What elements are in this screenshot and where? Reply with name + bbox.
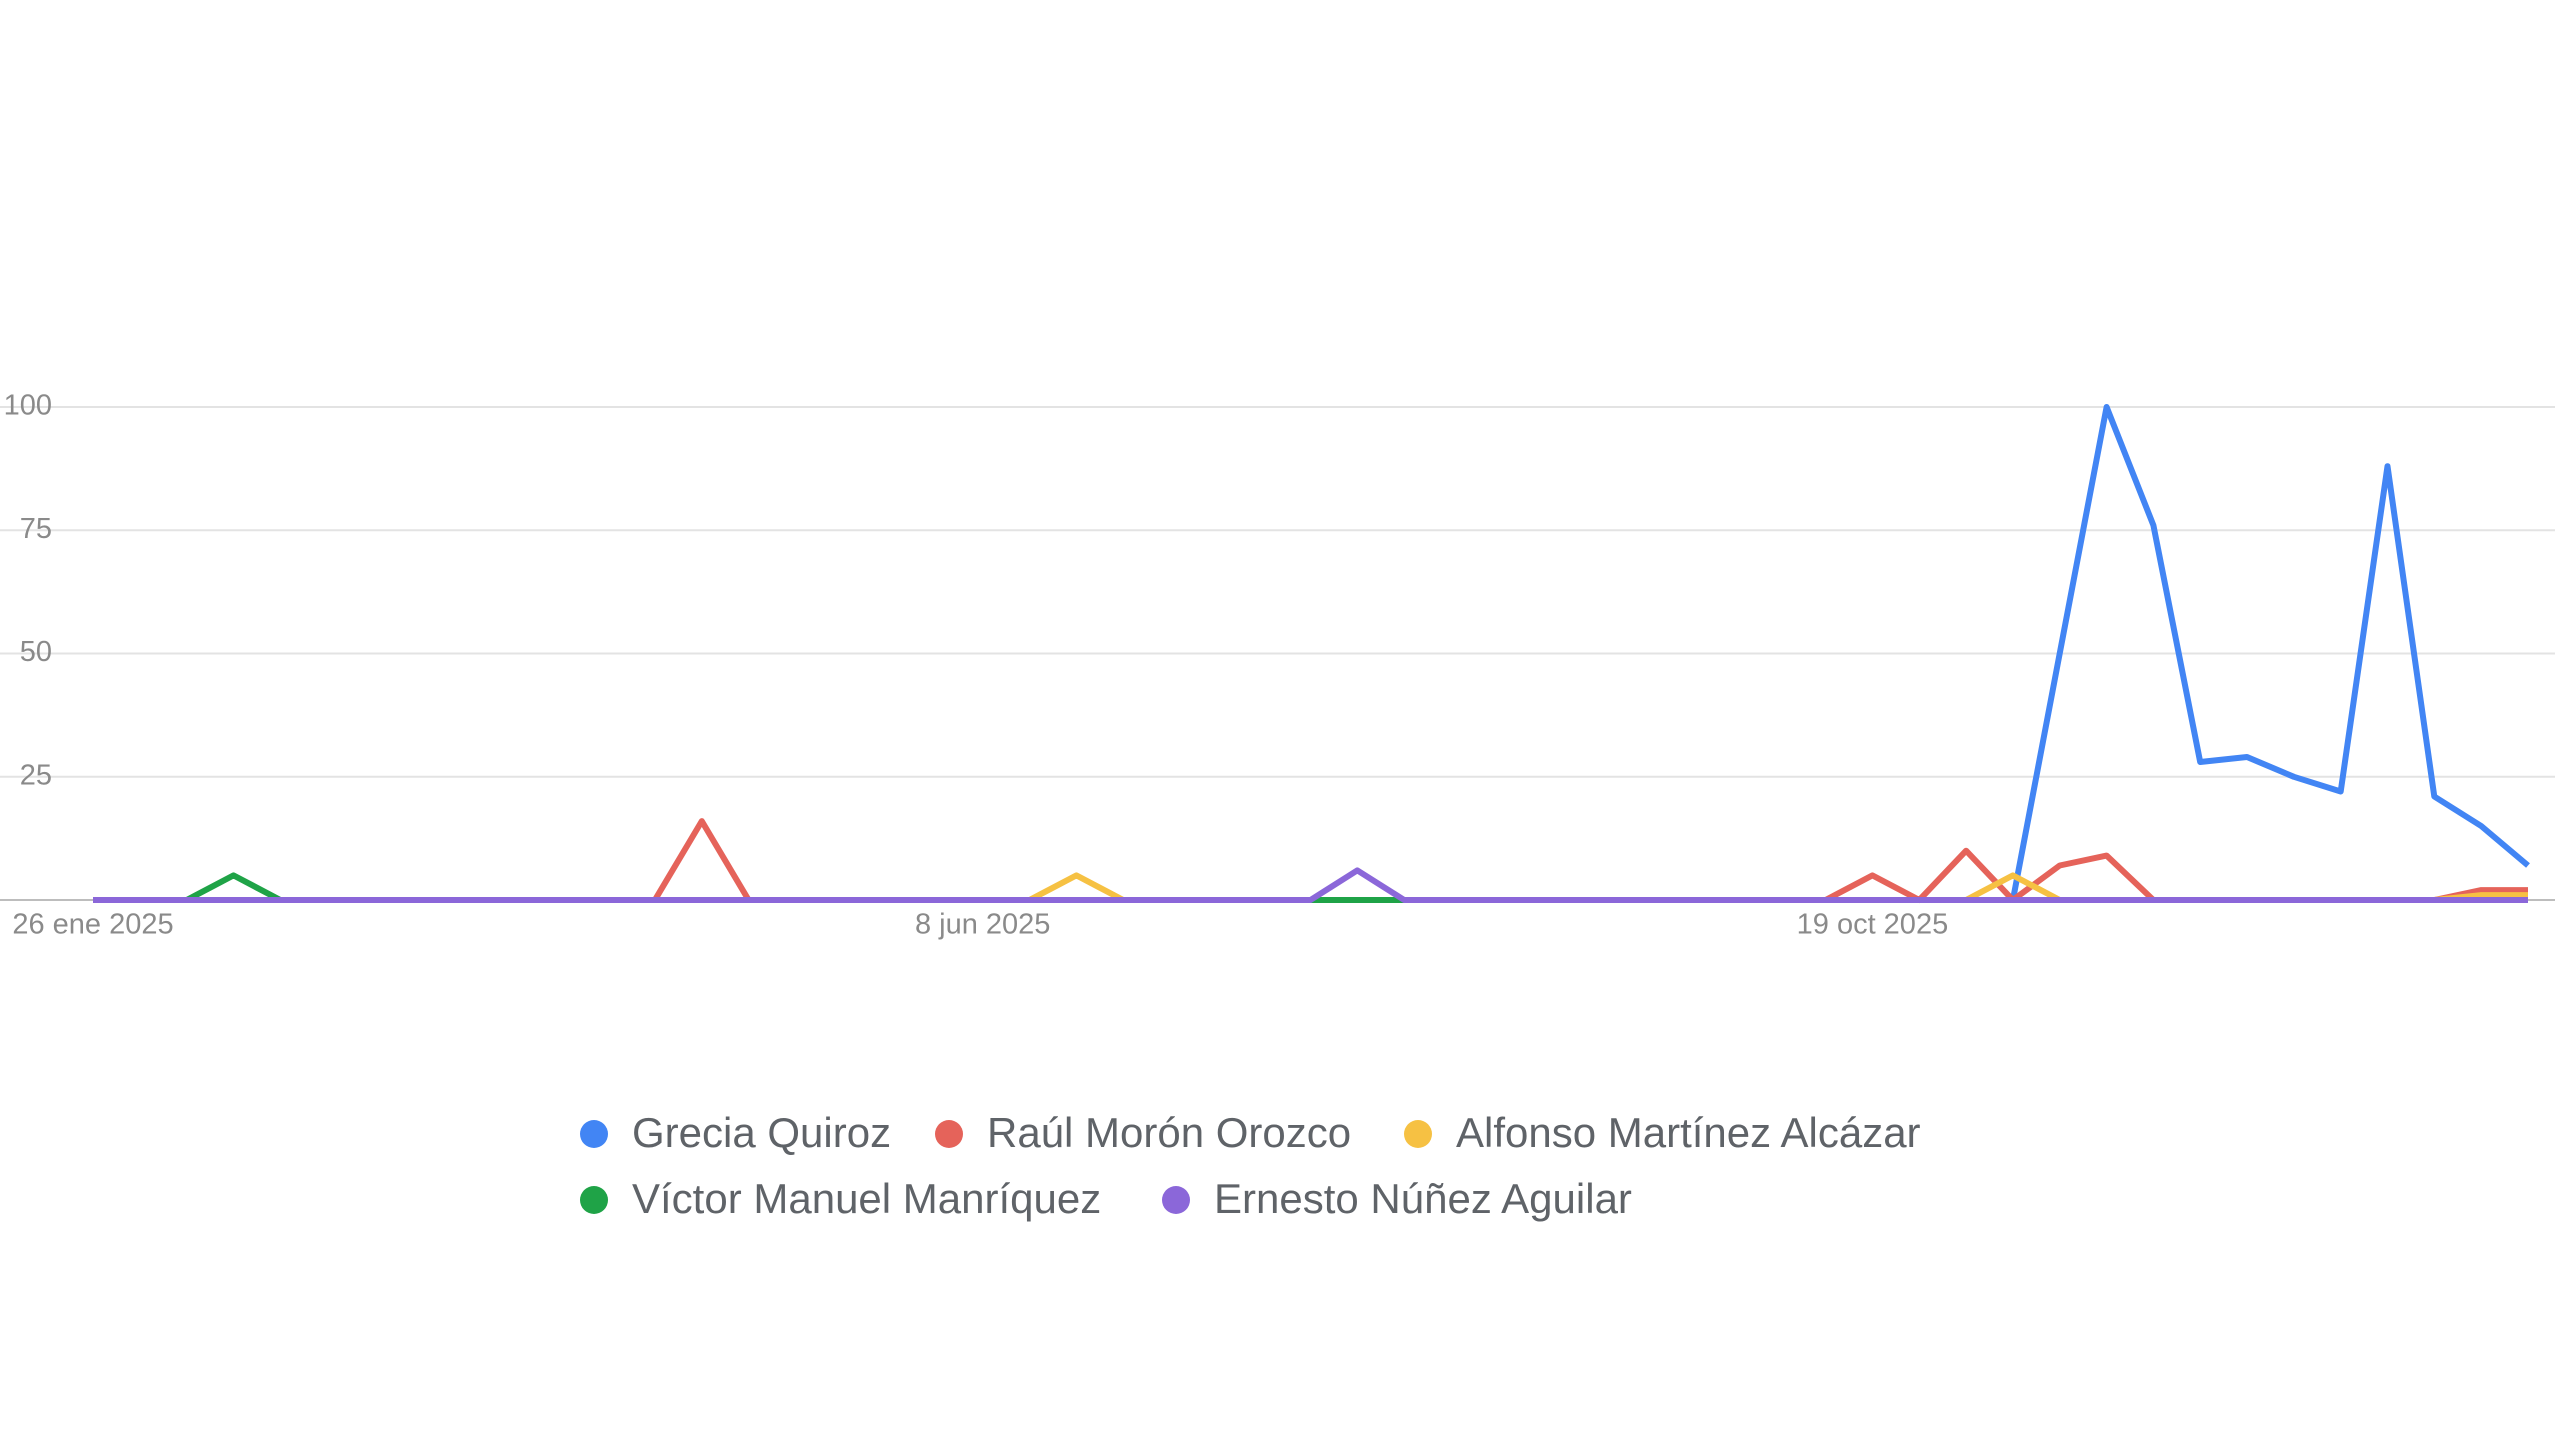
legend-label: Víctor Manuel Manríquez bbox=[632, 1175, 1101, 1222]
y-tick-label: 50 bbox=[20, 636, 52, 668]
legend-label: Grecia Quiroz bbox=[632, 1109, 891, 1156]
x-tick-label: 8 jun 2025 bbox=[915, 909, 1050, 941]
legend-marker bbox=[935, 1120, 963, 1148]
x-tick-label: 19 oct 2025 bbox=[1797, 909, 1949, 941]
legend-label: Alfonso Martínez Alcázar bbox=[1456, 1109, 1921, 1156]
series-line bbox=[93, 818, 2528, 903]
series-line bbox=[93, 872, 2528, 903]
y-tick-label: 100 bbox=[4, 390, 52, 422]
legend-marker bbox=[580, 1186, 608, 1214]
x-tick-label: 26 ene 2025 bbox=[12, 909, 173, 941]
series-line bbox=[93, 872, 2528, 903]
legend-label: Ernesto Núñez Aguilar bbox=[1214, 1175, 1632, 1222]
legend-marker bbox=[1162, 1186, 1190, 1214]
y-tick-label: 75 bbox=[20, 513, 52, 545]
legend-label: Raúl Morón Orozco bbox=[987, 1109, 1351, 1156]
legend-marker bbox=[1404, 1120, 1432, 1148]
legend-marker bbox=[580, 1120, 608, 1148]
y-tick-label: 25 bbox=[20, 759, 52, 791]
series-line bbox=[93, 867, 2528, 903]
